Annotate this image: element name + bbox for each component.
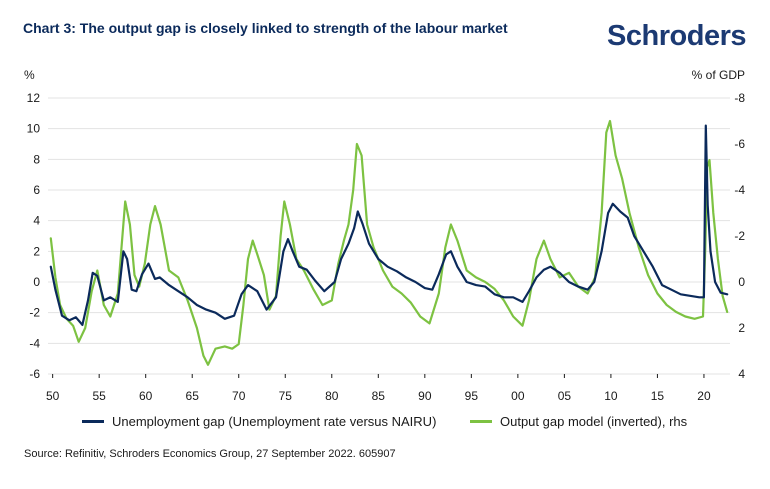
y2-tick-label: -4 [734, 183, 745, 197]
y2-tick-label: 0 [738, 275, 745, 289]
y-tick-label: -4 [29, 336, 40, 350]
x-tick-label: 20 [697, 389, 711, 403]
legend-swatch-unemployment [82, 420, 104, 423]
y-tick-label: 2 [33, 244, 40, 258]
y2-tick-label: 4 [738, 367, 745, 381]
x-tick-label: 95 [465, 389, 479, 403]
x-tick-label: 10 [604, 389, 618, 403]
x-tick-label: 75 [279, 389, 293, 403]
legend-label-unemployment: Unemployment gap (Unemployment rate vers… [112, 414, 437, 429]
chart-title: Chart 3: The output gap is closely linke… [23, 20, 508, 36]
y2-tick-label: -2 [734, 229, 745, 243]
schroders-logo: Schroders [607, 20, 746, 52]
source-note: Source: Refinitiv, Schroders Economics G… [24, 448, 396, 460]
y2-tick-label: -6 [734, 137, 745, 151]
legend-swatch-output-gap [470, 420, 492, 423]
legend-item-unemployment: Unemployment gap (Unemployment rate vers… [82, 414, 436, 429]
y-tick-label: 4 [33, 214, 40, 228]
y2-tick-label: 2 [738, 321, 745, 335]
x-tick-label: 65 [186, 389, 200, 403]
output-gap-line [49, 119, 729, 366]
x-tick-label: 60 [139, 389, 153, 403]
x-tick-label: 90 [418, 389, 432, 403]
right-axis-unit: % of GDP [692, 68, 745, 82]
x-tick-label: 05 [558, 389, 572, 403]
x-tick-label: 80 [325, 389, 339, 403]
x-tick-label: 50 [46, 389, 60, 403]
y-tick-label: 12 [27, 91, 41, 105]
y2-tick-label: -8 [734, 91, 745, 105]
left-axis-unit: % [24, 68, 35, 82]
y-tick-label: 8 [33, 152, 40, 166]
x-tick-label: 55 [92, 389, 106, 403]
x-tick-label: 85 [372, 389, 386, 403]
y-tick-label: -2 [29, 306, 40, 320]
x-tick-label: 15 [651, 389, 665, 403]
y-tick-label: -6 [29, 367, 40, 381]
unemployment-gap-line [49, 124, 729, 326]
x-tick-label: 70 [232, 389, 246, 403]
y-tick-label: 10 [27, 122, 41, 136]
legend-item-output-gap: Output gap model (inverted), rhs [470, 414, 687, 429]
legend-label-output-gap: Output gap model (inverted), rhs [500, 414, 688, 429]
x-tick-label: 00 [511, 389, 525, 403]
y-tick-label: 0 [33, 275, 40, 289]
y-tick-label: 6 [33, 183, 40, 197]
